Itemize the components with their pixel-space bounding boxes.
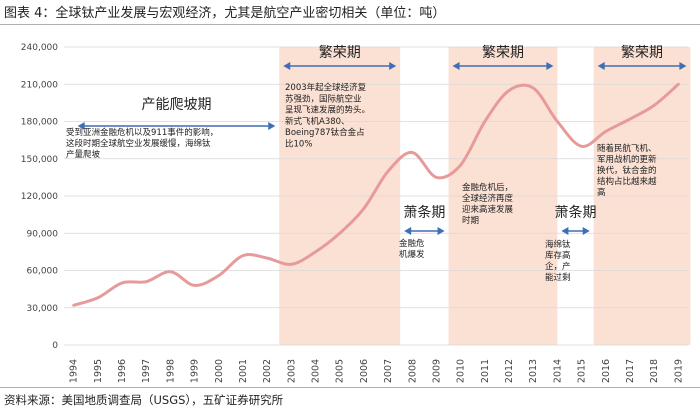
- y-tick-label: 120,000: [21, 192, 58, 202]
- arrow-right-head: [268, 122, 276, 130]
- phase-label-0: 产能爬坡期: [141, 97, 211, 113]
- phase-note-line: 结构占比越来越: [597, 176, 657, 187]
- footer-divider: [0, 387, 700, 388]
- arrow-right-head: [582, 227, 590, 235]
- x-axis-ticks: 1994 1995 1996 1997 1998 1999 2000 2001 2002 2003…: [69, 359, 685, 383]
- phase-note-line: 苏强劲，国际航空业: [285, 93, 362, 104]
- x-tick-label: 2019: [673, 359, 684, 383]
- arrow-right-head: [679, 62, 687, 70]
- x-tick-label: 2018: [649, 359, 660, 383]
- source-note: 资料来源：美国地质调查局（USGS），五矿证券研究所: [4, 393, 284, 407]
- x-tick-label: 2009: [431, 359, 442, 383]
- phase-note-line: 呈现飞速发展的势头。: [285, 105, 370, 116]
- phase-note-line: 迎来高速发展: [462, 204, 514, 215]
- x-tick-label: 2010: [456, 359, 467, 383]
- phase-note-line: 高: [597, 187, 606, 198]
- arrow-left-head: [597, 62, 605, 70]
- arrow-left-head: [452, 62, 460, 70]
- x-tick-label: 1994: [69, 359, 80, 383]
- x-tick-label: 1996: [117, 359, 128, 383]
- y-tick-label: 210,000: [21, 80, 58, 90]
- phase-note-line: 库存高: [545, 250, 571, 261]
- y-tick-label: 30,000: [27, 304, 59, 314]
- phase-note-line: 受到亚洲金融危机以及911事件的影响，: [66, 127, 218, 138]
- y-tick-label: 180,000: [21, 118, 58, 128]
- y-tick-label: 240,000: [21, 43, 58, 53]
- phase-note-line: 能过剩: [545, 272, 571, 283]
- arrow-left-head: [561, 227, 569, 235]
- y-tick-label: 150,000: [21, 155, 58, 165]
- x-tick-label: 1997: [141, 359, 152, 383]
- phase-annotations: 产能爬坡期受到亚洲金融危机以及911事件的影响，这段时期全球航空业发展缓慢，海绵…: [66, 45, 687, 283]
- arrow-right-head: [546, 62, 554, 70]
- x-tick-label: 1998: [165, 359, 176, 383]
- phase-label-3: 繁荣期: [482, 45, 524, 61]
- x-tick-label: 2000: [214, 359, 225, 383]
- arrow-left-head: [77, 122, 85, 130]
- arrow-right-head: [437, 227, 445, 235]
- chart-title: 图表 4：全球钛产业发展与宏观经济，尤其是航空产业密切相关（单位：吨）: [4, 6, 446, 21]
- x-tick-label: 2016: [601, 359, 612, 383]
- x-tick-label: 2007: [383, 359, 394, 383]
- x-tick-label: 2003: [286, 359, 297, 383]
- phase-note-line: 2003年起全球经济复: [285, 82, 367, 93]
- phase-note-line: 机爆发: [399, 249, 425, 260]
- x-tick-label: 2001: [238, 359, 249, 383]
- x-tick-label: 2014: [552, 359, 563, 383]
- x-tick-label: 1995: [93, 359, 104, 383]
- x-tick-label: 2005: [335, 359, 346, 383]
- x-tick-label: 2017: [625, 359, 636, 383]
- y-axis-ticks: 0 30,000 60,000 90,000 120,000 150,000 180,000…: [21, 43, 58, 351]
- phase-label-2: 萧条期: [403, 204, 445, 221]
- y-tick-label: 60,000: [27, 267, 59, 277]
- phase-note-line: 比10%: [285, 139, 312, 150]
- x-tick-label: 2002: [262, 359, 273, 383]
- phase-label-1: 繁荣期: [319, 45, 361, 61]
- x-tick-label: 1999: [190, 359, 201, 383]
- phase-note-line: 全球经济再度: [462, 193, 514, 204]
- phase-note-line: 随着民航飞机、: [597, 143, 657, 154]
- phase-note-line: Boeing787钛合金占: [285, 127, 365, 138]
- phase-note-line: 产量爬坡: [66, 149, 101, 160]
- title-divider: [0, 24, 700, 25]
- arrow-left-head: [283, 62, 291, 70]
- phase-note-line: 军用战机的更新: [597, 154, 657, 165]
- arrow-left-head: [404, 227, 412, 235]
- arrow-right-head: [389, 62, 397, 70]
- phase-note-line: 金融危: [399, 238, 425, 249]
- series-line-全球钛产量: [72, 82, 680, 307]
- y-tick-label: 90,000: [27, 229, 59, 239]
- x-tick-label: 2015: [577, 359, 588, 383]
- x-tick-label: 2011: [480, 359, 491, 383]
- phase-note-line: 金融危机后，: [462, 182, 513, 193]
- phase-note-line: 新式飞机A380、: [285, 116, 350, 127]
- x-tick-label: 2006: [359, 359, 370, 383]
- phase-note-line: 企，产: [545, 261, 571, 272]
- phase-note-line: 时期: [462, 215, 479, 226]
- x-tick-label: 2013: [528, 359, 539, 383]
- x-tick-label: 2008: [407, 359, 418, 383]
- phase-note-line: 这段时期全球航空业发展缓慢，海绵钛: [66, 138, 211, 149]
- y-tick-label: 0: [52, 341, 58, 351]
- phase-note-line: 换代，钛合金的: [597, 165, 657, 176]
- phase-label-5: 繁荣期: [621, 45, 663, 61]
- phase-note-line: 海绵钛: [545, 239, 571, 250]
- x-tick-label: 2012: [504, 359, 515, 383]
- x-tick-label: 2004: [311, 359, 322, 383]
- data-series: [72, 82, 680, 307]
- phase-label-4: 萧条期: [555, 204, 597, 221]
